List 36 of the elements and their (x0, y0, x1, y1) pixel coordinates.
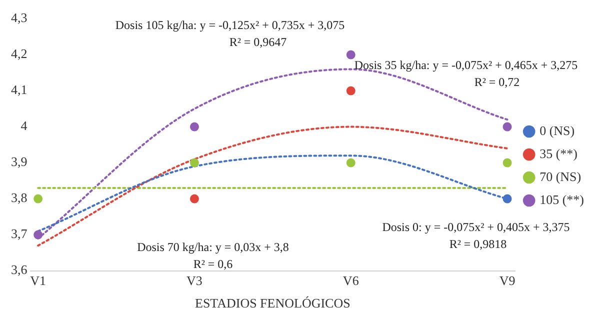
point (502, 158, 512, 168)
x-tick-label: V6 (342, 273, 360, 288)
x-tick-label: V9 (499, 273, 516, 288)
annotation: R² = 0,72 (474, 75, 520, 90)
annotation: R² = 0,6 (193, 257, 233, 272)
annotation: R² = 0,9647 (229, 35, 287, 50)
y-tick-label: 4,1 (11, 82, 28, 98)
point (34, 230, 43, 240)
point (346, 158, 356, 168)
point (346, 86, 356, 96)
point (190, 194, 199, 204)
y-tick-label: 3,6 (11, 262, 28, 278)
y-tick-label: 3,8 (11, 190, 28, 206)
y-tick-label: 4,3 (11, 10, 28, 26)
legend-label: 35 (**) (540, 146, 578, 161)
annotation: Dosis 70 kg/ha: y = 0,03x + 3,8 (137, 240, 289, 254)
point (502, 122, 512, 132)
annotation: Dosis 105 kg/ha: y = -0,125x² + 0,735x + 3,075 (115, 18, 345, 32)
y-tick-label: 3,7 (11, 226, 28, 242)
legend-label: 70 (NS) (540, 168, 582, 184)
x-axis-title: ESTADIOS FENOLÓGICOS (195, 296, 350, 311)
annotation: Dosis 0: y = -0,075x² + 0,405x + 3,375 (382, 220, 570, 234)
point (34, 194, 43, 204)
point (190, 158, 199, 168)
x-tick-label: V1 (30, 273, 46, 288)
y-tick-label: 4,2 (11, 46, 28, 62)
point (502, 194, 512, 204)
point (190, 122, 199, 132)
y-tick-label: 3,9 (11, 154, 28, 170)
annotation: Dosis 35 kg/ha: y = -0,075x² + 0,465x + 3,275 (354, 58, 578, 72)
legend-label: 105 (**) (540, 192, 584, 207)
annotation: R² = 0,9818 (449, 237, 507, 252)
point (346, 50, 356, 60)
x-tick-label: V3 (186, 273, 202, 288)
legend-label: 0 (NS) (540, 122, 575, 138)
y-tick-label: 4 (20, 118, 28, 134)
